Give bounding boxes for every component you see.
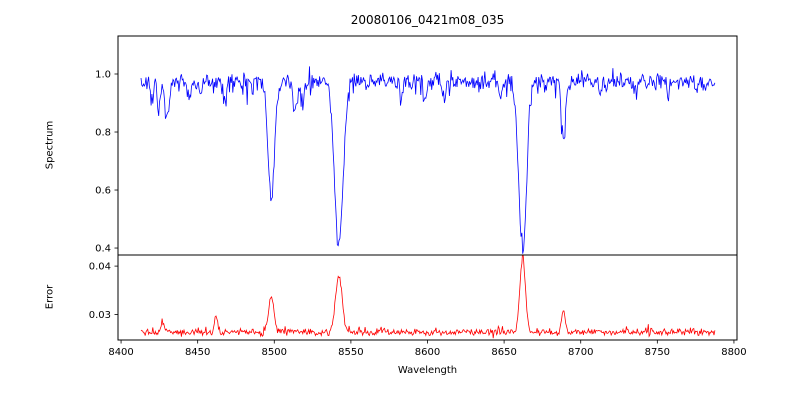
axis-ticks: 8400 8450 8500 8550 8600 8650 8700 8750 8800 0.4 0… [89, 69, 747, 358]
tick-label: 8550 [338, 347, 363, 358]
tick-label: 0.03 [89, 310, 111, 321]
tick-label: 8600 [415, 347, 440, 358]
tick-label: 1.0 [95, 69, 111, 80]
plot-title: 20080106_0421m08_035 [350, 13, 505, 27]
error-data-line [140, 255, 716, 339]
spectrum-axes-frame [117, 35, 738, 256]
tick-label: 0.04 [89, 262, 111, 273]
tick-label: 8500 [262, 347, 287, 358]
tick-label: 0.4 [95, 244, 111, 255]
tick-label: 0.8 [95, 128, 111, 139]
spectrum-data-line [140, 66, 716, 254]
tick-label: 8450 [185, 347, 210, 358]
tick-label: 8800 [721, 347, 746, 358]
x-axis-label: Wavelength [397, 365, 458, 376]
tick-label: 8750 [645, 347, 670, 358]
tick-label: 8700 [568, 347, 593, 358]
tick-label: 8650 [491, 347, 516, 358]
error-axes-frame [117, 254, 738, 341]
tick-label: 0.6 [95, 186, 111, 197]
tick-label: 8400 [108, 347, 133, 358]
